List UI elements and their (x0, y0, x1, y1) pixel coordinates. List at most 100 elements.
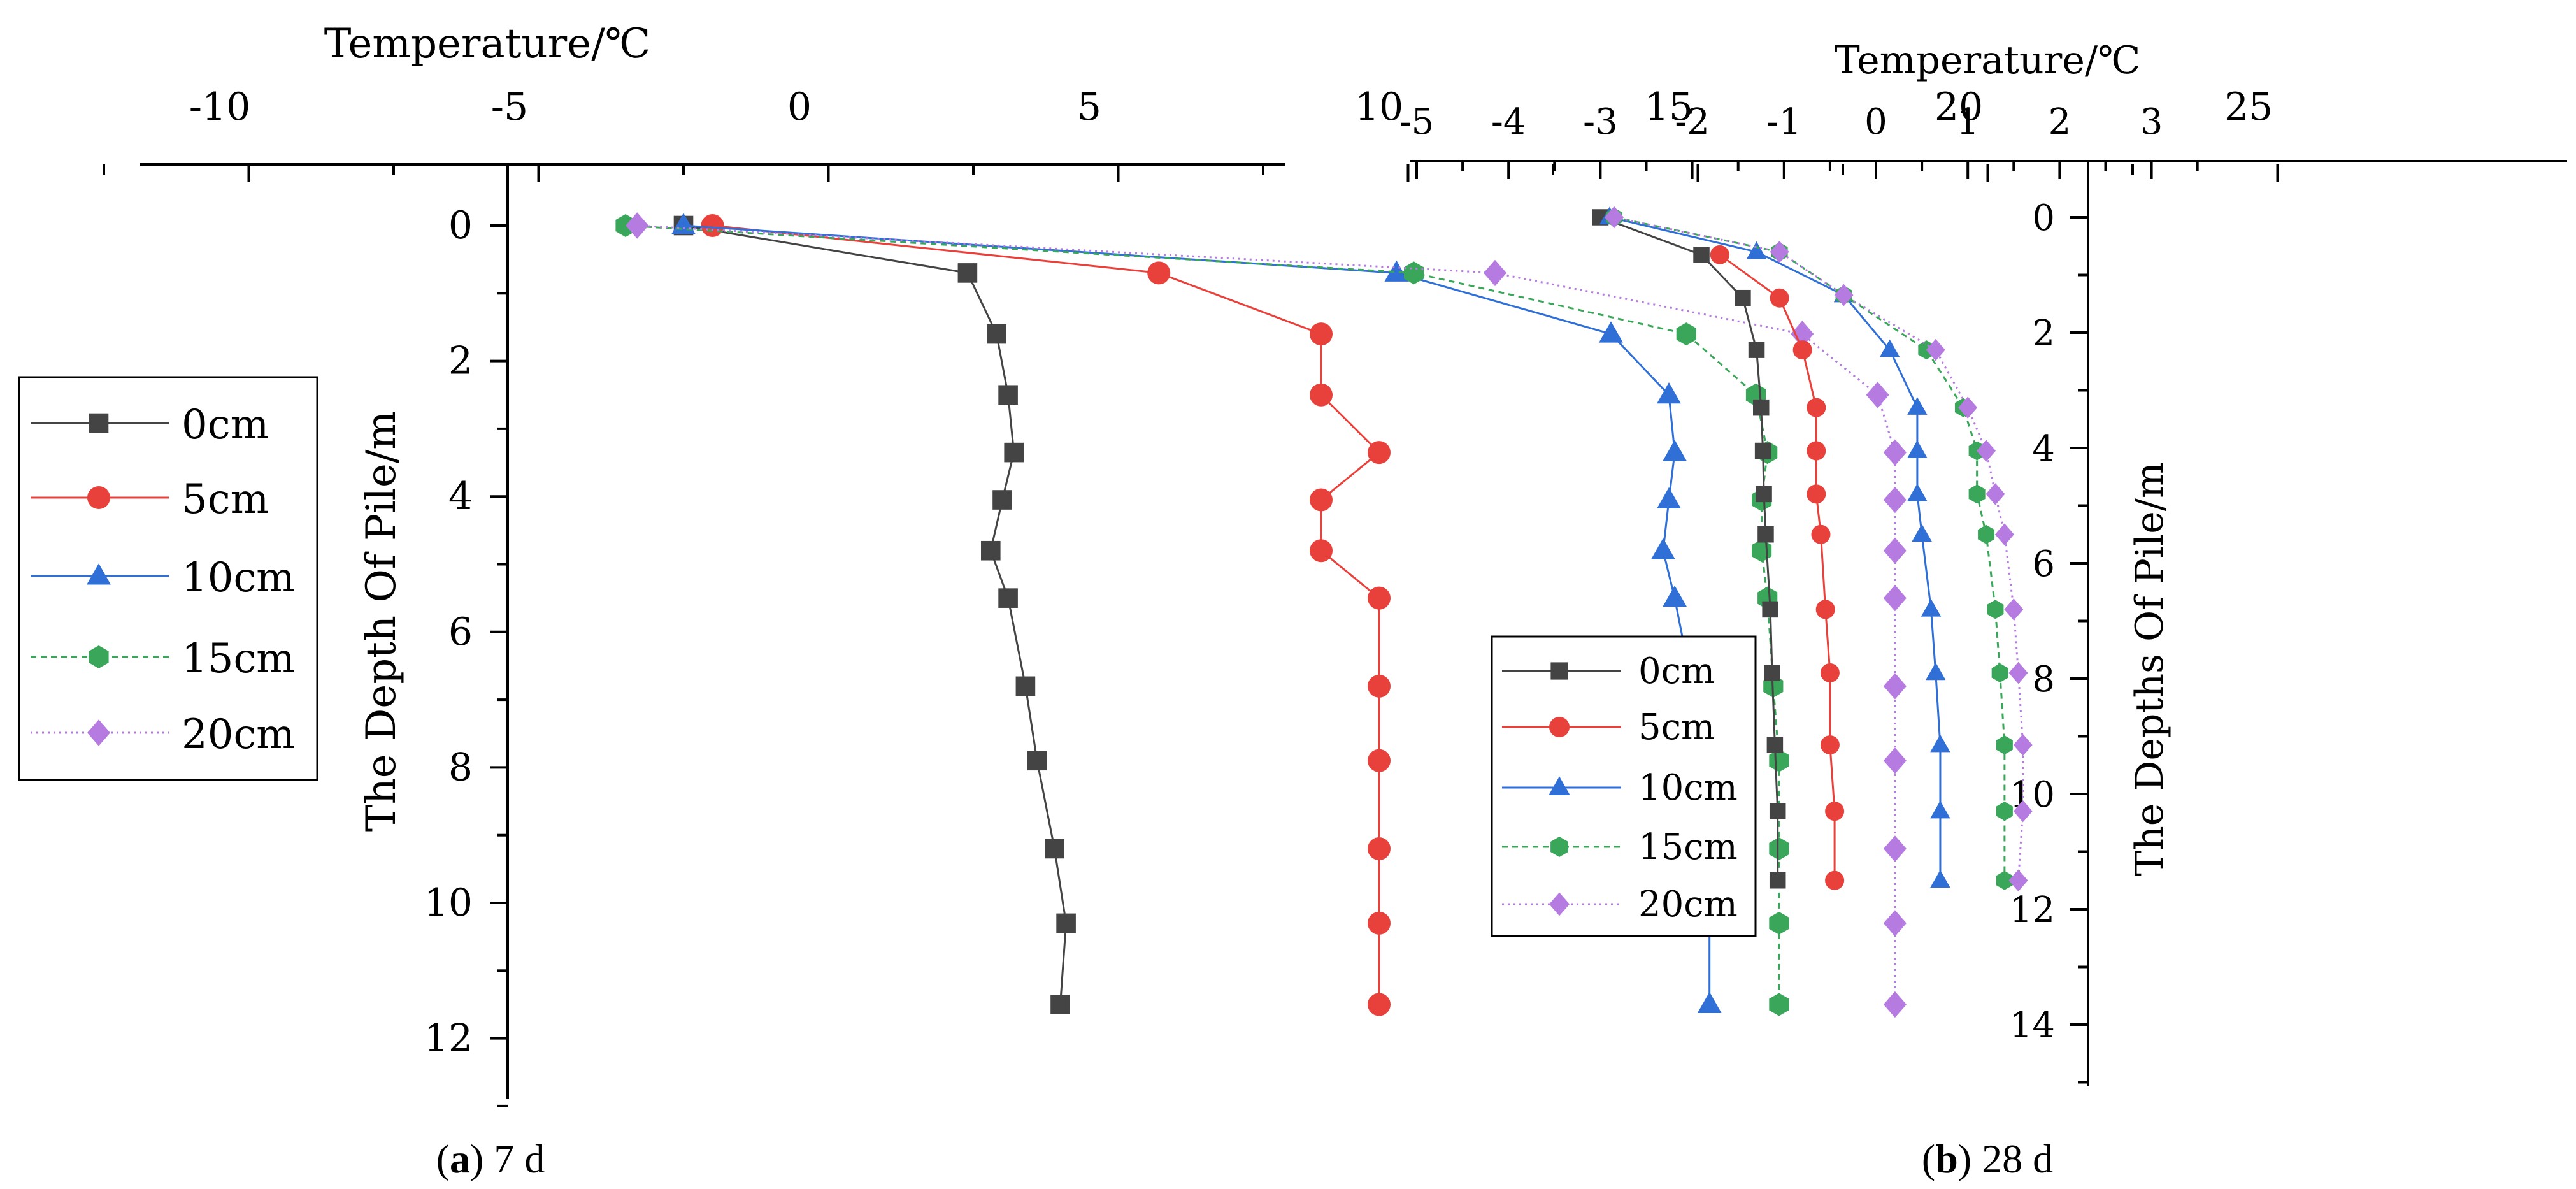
legend-marker-circle (1549, 717, 1570, 737)
data-point-square (1764, 665, 1780, 681)
chart-panel-28d: Temperature/℃ -5 -4 -3 -2 -1 0 1 2 3 0 2… (1399, 38, 2567, 1181)
data-point-hexagon (1978, 524, 1995, 544)
data-point-diamond (2013, 733, 2033, 756)
y-tick-label: 4 (2032, 428, 2055, 470)
data-point-diamond (1986, 483, 2005, 505)
data-point-circle (1807, 484, 1826, 504)
series-5cm (701, 214, 1391, 1016)
data-point-triangle (1907, 397, 1928, 415)
data-point-square (1045, 839, 1064, 859)
panel-caption: (a) 7 d (436, 1136, 545, 1181)
x-tick-label: -10 (189, 85, 251, 129)
legend-label: 10cm (1638, 767, 1738, 809)
data-point-hexagon (89, 645, 109, 668)
x-tick-label: -5 (1399, 101, 1435, 143)
data-point-square (1050, 995, 1070, 1014)
data-point-circle (1310, 539, 1333, 563)
x-axis-ticks (103, 164, 2279, 182)
data-point-diamond (1883, 439, 1907, 466)
data-point-diamond (1977, 440, 1996, 462)
x-tick-label: 25 (2224, 85, 2273, 129)
legend-marker-triangle (87, 563, 111, 585)
data-point-hexagon (615, 214, 636, 237)
data-point-diamond (1484, 259, 1506, 287)
x-axis-title: Temperature/℃ (324, 20, 650, 68)
data-point-triangle (1651, 538, 1675, 559)
caption-letter: b (1935, 1136, 1958, 1181)
data-point-circle (1820, 735, 1840, 755)
legend-marker-square (89, 413, 109, 433)
data-point-circle (1310, 488, 1333, 512)
x-tick-label: 10 (1355, 85, 1403, 129)
data-point-diamond (1883, 835, 1907, 862)
data-point-square (1027, 751, 1047, 771)
data-point-diamond (1883, 537, 1907, 564)
data-point-square (981, 540, 1001, 561)
data-point-square (1693, 247, 1710, 263)
data-point-triangle (1663, 585, 1687, 607)
data-point-circle (1549, 717, 1570, 737)
data-point-square (1756, 486, 1772, 503)
legend-label: 10cm (182, 554, 295, 602)
data-point-circle (1820, 663, 1840, 682)
data-point-circle (1368, 749, 1391, 772)
data-point-triangle (1930, 800, 1950, 819)
data-point-triangle (1912, 524, 1932, 542)
legend-label: 20cm (1638, 884, 1738, 925)
legend-item-10cm: 10cm (1502, 767, 1738, 809)
legend-label: 5cm (1638, 707, 1715, 748)
legend-marker-hexagon (1550, 837, 1568, 857)
data-point-triangle (1746, 241, 1767, 259)
data-point-hexagon (1968, 484, 1986, 504)
y-axis-ticks (490, 224, 508, 1107)
x-tick-label: 0 (787, 85, 812, 129)
caption-text: 7 d (494, 1136, 545, 1181)
x-tick-label: -2 (1675, 101, 1710, 143)
legend-marker-triangle (1549, 776, 1570, 795)
data-point-diamond (2008, 661, 2028, 684)
data-point-diamond (1866, 382, 1889, 408)
data-point-diamond (1549, 892, 1570, 916)
legend-marker-hexagon (89, 645, 109, 668)
y-tick-label: 2 (448, 339, 473, 384)
data-point-diamond (1926, 338, 1945, 361)
x-tick-label: 5 (1077, 85, 1101, 129)
data-point-circle (1710, 245, 1729, 264)
data-point-triangle (87, 563, 111, 585)
x-tick-label: 1 (1956, 101, 1979, 143)
x-tick-labels: -10 -5 0 5 10 15 20 25 (189, 85, 2273, 129)
legend-marker-diamond (1549, 892, 1570, 916)
data-point-circle (1811, 524, 1831, 544)
y-tick-label: 0 (2032, 198, 2055, 239)
data-point-hexagon (1769, 837, 1789, 860)
legend-marker-square (1550, 662, 1568, 680)
data-point-square (1769, 803, 1786, 819)
data-point-triangle (1657, 487, 1681, 509)
x-tick-label: -3 (1583, 101, 1618, 143)
data-point-diamond (1883, 584, 1907, 612)
data-point-triangle (1930, 870, 1950, 888)
data-point-square (1735, 289, 1751, 306)
series-20cm (626, 212, 1907, 1018)
series-0cm (1592, 209, 1786, 889)
data-point-triangle (1384, 260, 1409, 282)
data-point-diamond (1883, 486, 1907, 514)
data-point-circle (1310, 322, 1333, 346)
series-line (683, 224, 1068, 1005)
data-point-diamond (626, 212, 649, 239)
data-point-triangle (1663, 440, 1687, 461)
data-point-hexagon (1550, 837, 1568, 857)
y-tick-label: 6 (2032, 544, 2055, 585)
legend-item-20cm: 20cm (1502, 884, 1738, 925)
data-point-circle (1368, 837, 1391, 860)
data-point-diamond (2008, 869, 2028, 891)
legend-item-15cm: 15cm (31, 635, 295, 682)
y-tick-label: 8 (448, 745, 473, 789)
data-point-circle (1825, 802, 1845, 821)
series-5cm (1710, 245, 1845, 890)
data-point-diamond (1883, 991, 1907, 1018)
series-20cm (1605, 206, 2033, 891)
y-tick-label: 6 (448, 610, 473, 654)
legend-item-10cm: 10cm (31, 554, 295, 602)
y-tick-label: 12 (424, 1016, 473, 1061)
